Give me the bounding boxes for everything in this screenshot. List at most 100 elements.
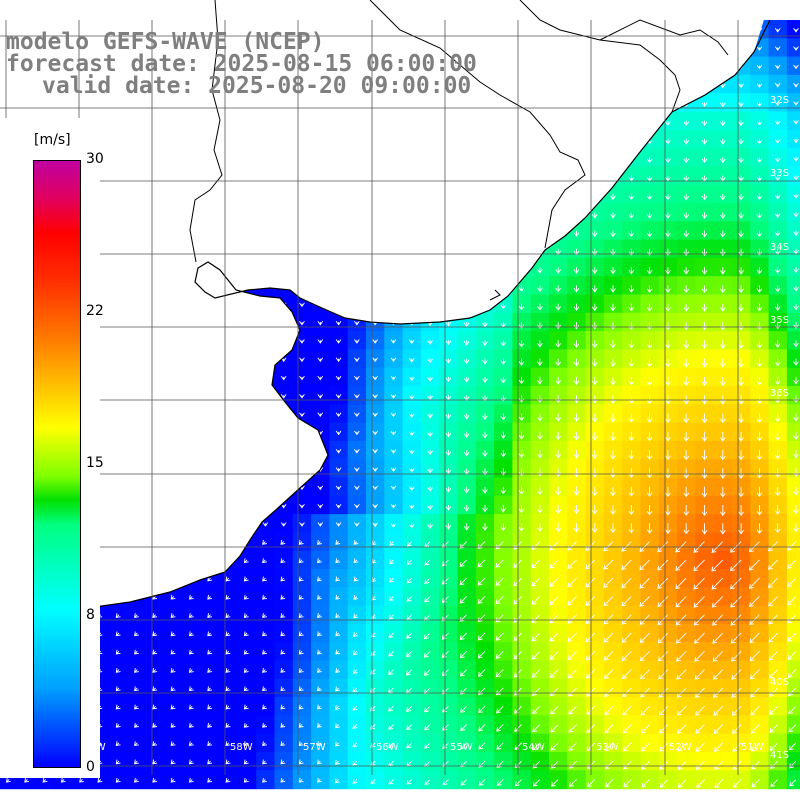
wind-arrow — [495, 632, 504, 641]
wind-arrow — [774, 230, 781, 237]
wind-arrow — [756, 450, 763, 460]
lat-label: 40S — [770, 677, 790, 688]
wind-arrow — [207, 759, 213, 765]
wind-arrow — [665, 340, 671, 349]
wind-arrow — [408, 431, 415, 437]
wind-arrow — [115, 759, 121, 765]
wind-arrow — [701, 376, 708, 387]
wind-arrow — [774, 157, 781, 163]
wind-arrow — [317, 357, 324, 363]
wind-arrow — [495, 650, 504, 659]
wind-arrow — [495, 559, 504, 568]
wind-arrow — [665, 505, 671, 516]
wind-arrow — [610, 285, 616, 293]
wind-arrow — [768, 650, 779, 661]
wind-arrow — [207, 594, 213, 600]
wind-arrow — [774, 212, 781, 219]
wind-arrow — [748, 577, 760, 589]
wind-arrow — [317, 704, 322, 710]
wind-arrow — [388, 596, 394, 602]
wind-arrow — [188, 722, 194, 728]
wind-arrow — [537, 450, 543, 459]
wind-arrow — [442, 779, 449, 786]
wind-arrow — [665, 395, 671, 405]
wind-arrow — [774, 322, 781, 330]
wind-arrow — [152, 704, 158, 710]
colorbar-tick-30: 30 — [86, 151, 104, 167]
wind-arrow — [463, 376, 470, 383]
wind-arrow — [388, 742, 394, 749]
wind-arrow — [658, 669, 669, 680]
wind-arrow — [134, 686, 139, 692]
wind-arrow — [683, 523, 690, 535]
wind-arrow — [459, 577, 468, 586]
wind-arrow — [603, 632, 614, 643]
wind-arrow — [641, 742, 650, 752]
lon-label: 54W — [522, 742, 545, 753]
wind-arrow — [60, 777, 66, 783]
wind-arrow — [665, 157, 671, 164]
wind-arrow — [459, 669, 468, 677]
wind-arrow — [585, 577, 596, 588]
wind-arrow — [280, 594, 286, 600]
wind-arrow — [262, 722, 267, 728]
lon-label: 60W — [83, 742, 106, 753]
wind-arrow — [463, 505, 470, 512]
wind-arrow — [317, 594, 322, 600]
wind-arrow — [683, 230, 690, 238]
wind-arrow — [477, 614, 486, 623]
wind-arrow — [370, 687, 376, 694]
wind-arrow — [317, 649, 322, 655]
wind-arrow — [701, 285, 708, 294]
wind-arrow — [298, 631, 304, 637]
wind-arrow — [646, 431, 653, 442]
wind-arrow — [701, 212, 708, 219]
wind-arrow — [408, 339, 415, 345]
wind-arrow — [610, 395, 616, 404]
wind-arrow — [335, 503, 342, 509]
wind-arrow — [738, 340, 744, 349]
wind-arrow — [683, 120, 690, 127]
wind-arrow — [756, 83, 763, 88]
wind-arrow — [749, 596, 760, 607]
wind-arrow — [665, 431, 671, 442]
wind-arrow — [170, 631, 176, 637]
wind-arrow — [537, 486, 543, 496]
wind-arrow — [665, 450, 671, 461]
wind-arrow — [738, 230, 744, 238]
wind-arrow — [354, 522, 360, 527]
wind-arrow — [115, 686, 121, 692]
wind-arrow — [134, 649, 139, 655]
wind-cell — [786, 184, 800, 204]
wind-arrow — [406, 596, 413, 602]
wind-arrow — [738, 83, 744, 89]
wind-arrow — [750, 724, 760, 734]
wind-arrow — [170, 722, 176, 728]
wind-arrow — [531, 559, 541, 569]
wind-arrow — [243, 631, 249, 637]
wind-arrow — [335, 485, 342, 491]
wind-arrow — [518, 450, 525, 459]
wind-arrow — [427, 431, 433, 437]
colorbar-tick-22: 22 — [86, 303, 104, 319]
wind-arrow — [390, 449, 397, 454]
wind-arrow — [750, 742, 760, 752]
wind-arrow — [463, 413, 470, 420]
wind-arrow — [774, 505, 781, 515]
wind-arrow — [731, 650, 742, 662]
wind-arrow — [555, 523, 561, 533]
wind-arrow — [225, 704, 231, 710]
wind-arrow — [573, 303, 580, 311]
wind-arrow — [585, 632, 596, 643]
wind-arrow — [482, 468, 488, 476]
wind-arrow — [793, 157, 799, 162]
wind-arrow — [390, 485, 397, 491]
wind-arrow — [639, 614, 650, 625]
wind-arrow — [317, 741, 322, 747]
wind-cell — [256, 550, 276, 570]
wind-arrow — [591, 376, 598, 386]
wind-arrow — [352, 632, 358, 637]
wind-arrow — [603, 596, 614, 607]
wind-arrow — [567, 632, 577, 642]
wind-arrow — [770, 779, 779, 787]
